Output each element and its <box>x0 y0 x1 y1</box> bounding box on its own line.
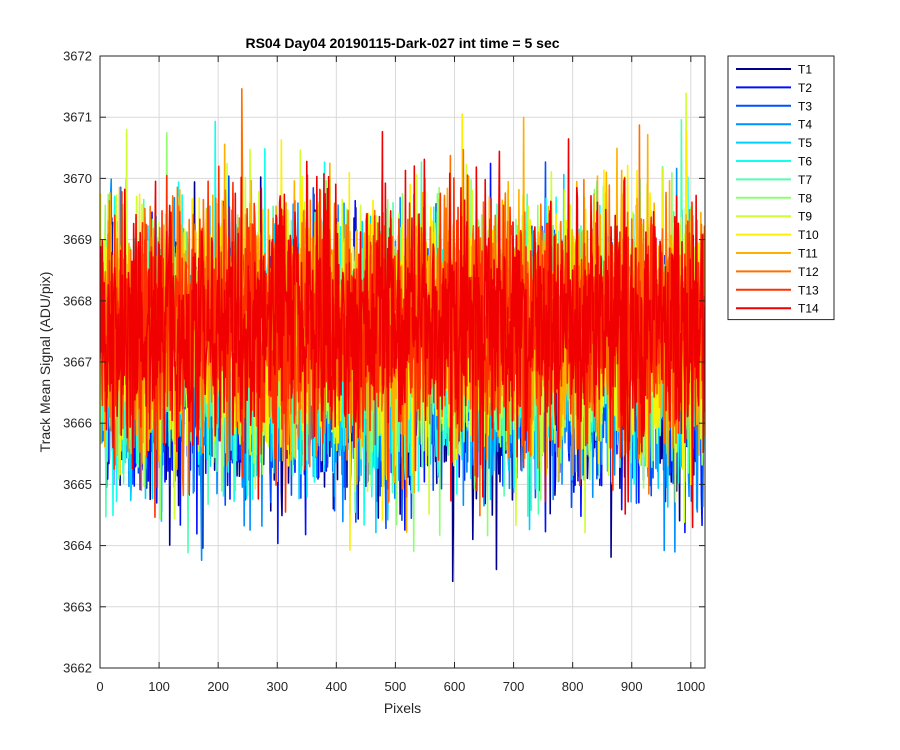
x-tick-label: 700 <box>503 679 525 694</box>
legend-label-t8: T8 <box>798 191 812 205</box>
y-tick-label: 3672 <box>63 49 92 64</box>
x-tick-label: 300 <box>266 679 288 694</box>
x-tick-label: 100 <box>148 679 170 694</box>
x-tick-label: 500 <box>385 679 407 694</box>
y-tick-label: 3664 <box>63 538 92 553</box>
y-tick-label: 3668 <box>63 293 92 308</box>
y-tick-label: 3663 <box>63 599 92 614</box>
legend-label-t14: T14 <box>798 302 819 316</box>
legend-label-t13: T13 <box>798 283 819 297</box>
legend-box <box>727 55 835 321</box>
y-tick-label: 3670 <box>63 171 92 186</box>
legend-label-t7: T7 <box>798 173 812 187</box>
legend-label-t12: T12 <box>798 265 819 279</box>
y-tick-label: 3671 <box>63 110 92 125</box>
legend-label-t1: T1 <box>798 63 812 77</box>
series-line-t14 <box>100 130 705 529</box>
chart-title: RS04 Day04 20190115-Dark-027 int time = … <box>245 35 559 51</box>
x-tick-label: 0 <box>96 679 103 694</box>
ticks: 0 100 200 300 400 500 600 700 800 900 1000 3662 3663… <box>63 49 705 695</box>
legend-label-t6: T6 <box>798 155 812 169</box>
x-tick-label: 600 <box>444 679 466 694</box>
legend-label-t10: T10 <box>798 228 819 242</box>
y-tick-label: 3669 <box>63 232 92 247</box>
y-axis-label: Track Mean Signal (ADU/pix) <box>37 272 53 453</box>
legend-label-t5: T5 <box>798 136 812 150</box>
y-tick-label: 3666 <box>63 416 92 431</box>
series-lines <box>100 88 705 583</box>
legend-label-t4: T4 <box>798 118 812 132</box>
legend-label-t11: T11 <box>798 247 818 261</box>
y-tick-label: 3662 <box>63 661 92 676</box>
x-tick-label: 800 <box>562 679 584 694</box>
legend-label-t3: T3 <box>798 99 812 113</box>
x-tick-label: 900 <box>621 679 643 694</box>
y-tick-label: 3665 <box>63 477 92 492</box>
x-tick-label: 1000 <box>676 679 705 694</box>
legend: T1 T2 T3 T4 T5 T6 T7 T8 T9 T10 T11 T12 T13 T14 <box>727 55 835 321</box>
x-axis-label: Pixels <box>384 700 421 716</box>
x-tick-label: 200 <box>207 679 229 694</box>
legend-label-t9: T9 <box>798 210 812 224</box>
legend-label-t2: T2 <box>798 81 812 95</box>
x-tick-label: 400 <box>325 679 347 694</box>
y-tick-label: 3667 <box>63 355 92 370</box>
